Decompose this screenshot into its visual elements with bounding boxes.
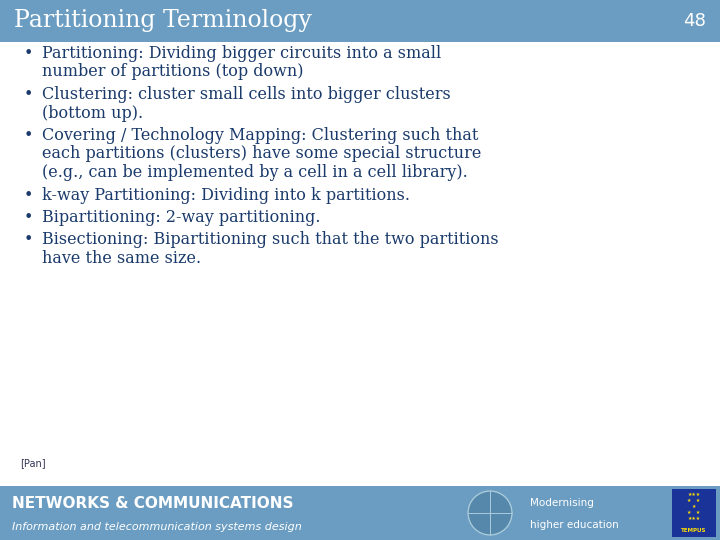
Text: NETWORKS & COMMUNICATIONS: NETWORKS & COMMUNICATIONS [12, 496, 294, 511]
Circle shape [468, 491, 512, 535]
Text: ★★★
★   ★
  ★  
★   ★
★★★: ★★★ ★ ★ ★ ★ ★ ★★★ [688, 492, 701, 521]
Text: •: • [23, 209, 32, 226]
Text: Covering / Technology Mapping: Clustering such that: Covering / Technology Mapping: Clusterin… [42, 127, 478, 144]
Text: Partitioning Terminology: Partitioning Terminology [14, 10, 312, 32]
Text: Clustering: cluster small cells into bigger clusters: Clustering: cluster small cells into big… [42, 86, 451, 103]
Text: •: • [23, 127, 32, 144]
Text: (bottom up).: (bottom up). [42, 105, 143, 122]
Text: have the same size.: have the same size. [42, 250, 201, 267]
Text: Modernising: Modernising [530, 498, 594, 508]
Text: number of partitions (top down): number of partitions (top down) [42, 64, 304, 80]
Text: Bisectioning: Bipartitioning such that the two partitions: Bisectioning: Bipartitioning such that t… [42, 232, 499, 248]
Bar [672, 489, 716, 537]
Text: Partitioning: Dividing bigger circuits into a small: Partitioning: Dividing bigger circuits i… [42, 45, 441, 62]
Text: •: • [23, 45, 32, 62]
Text: each partitions (clusters) have some special structure: each partitions (clusters) have some spe… [42, 145, 482, 163]
Bar [0, 0, 720, 42]
Text: TEMPUS: TEMPUS [681, 528, 707, 533]
Text: •: • [23, 186, 32, 204]
Text: •: • [23, 232, 32, 248]
Bar [0, 486, 720, 540]
Text: higher education: higher education [530, 520, 618, 530]
Text: 48: 48 [683, 12, 706, 30]
Text: k-way Partitioning: Dividing into k partitions.: k-way Partitioning: Dividing into k part… [42, 186, 410, 204]
Text: (e.g., can be implemented by a cell in a cell library).: (e.g., can be implemented by a cell in a… [42, 164, 468, 181]
Text: Bipartitioning: 2-way partitioning.: Bipartitioning: 2-way partitioning. [42, 209, 320, 226]
Text: Information and telecommunication systems design: Information and telecommunication system… [12, 522, 302, 531]
Text: [Pan]: [Pan] [20, 458, 45, 468]
Text: •: • [23, 86, 32, 103]
